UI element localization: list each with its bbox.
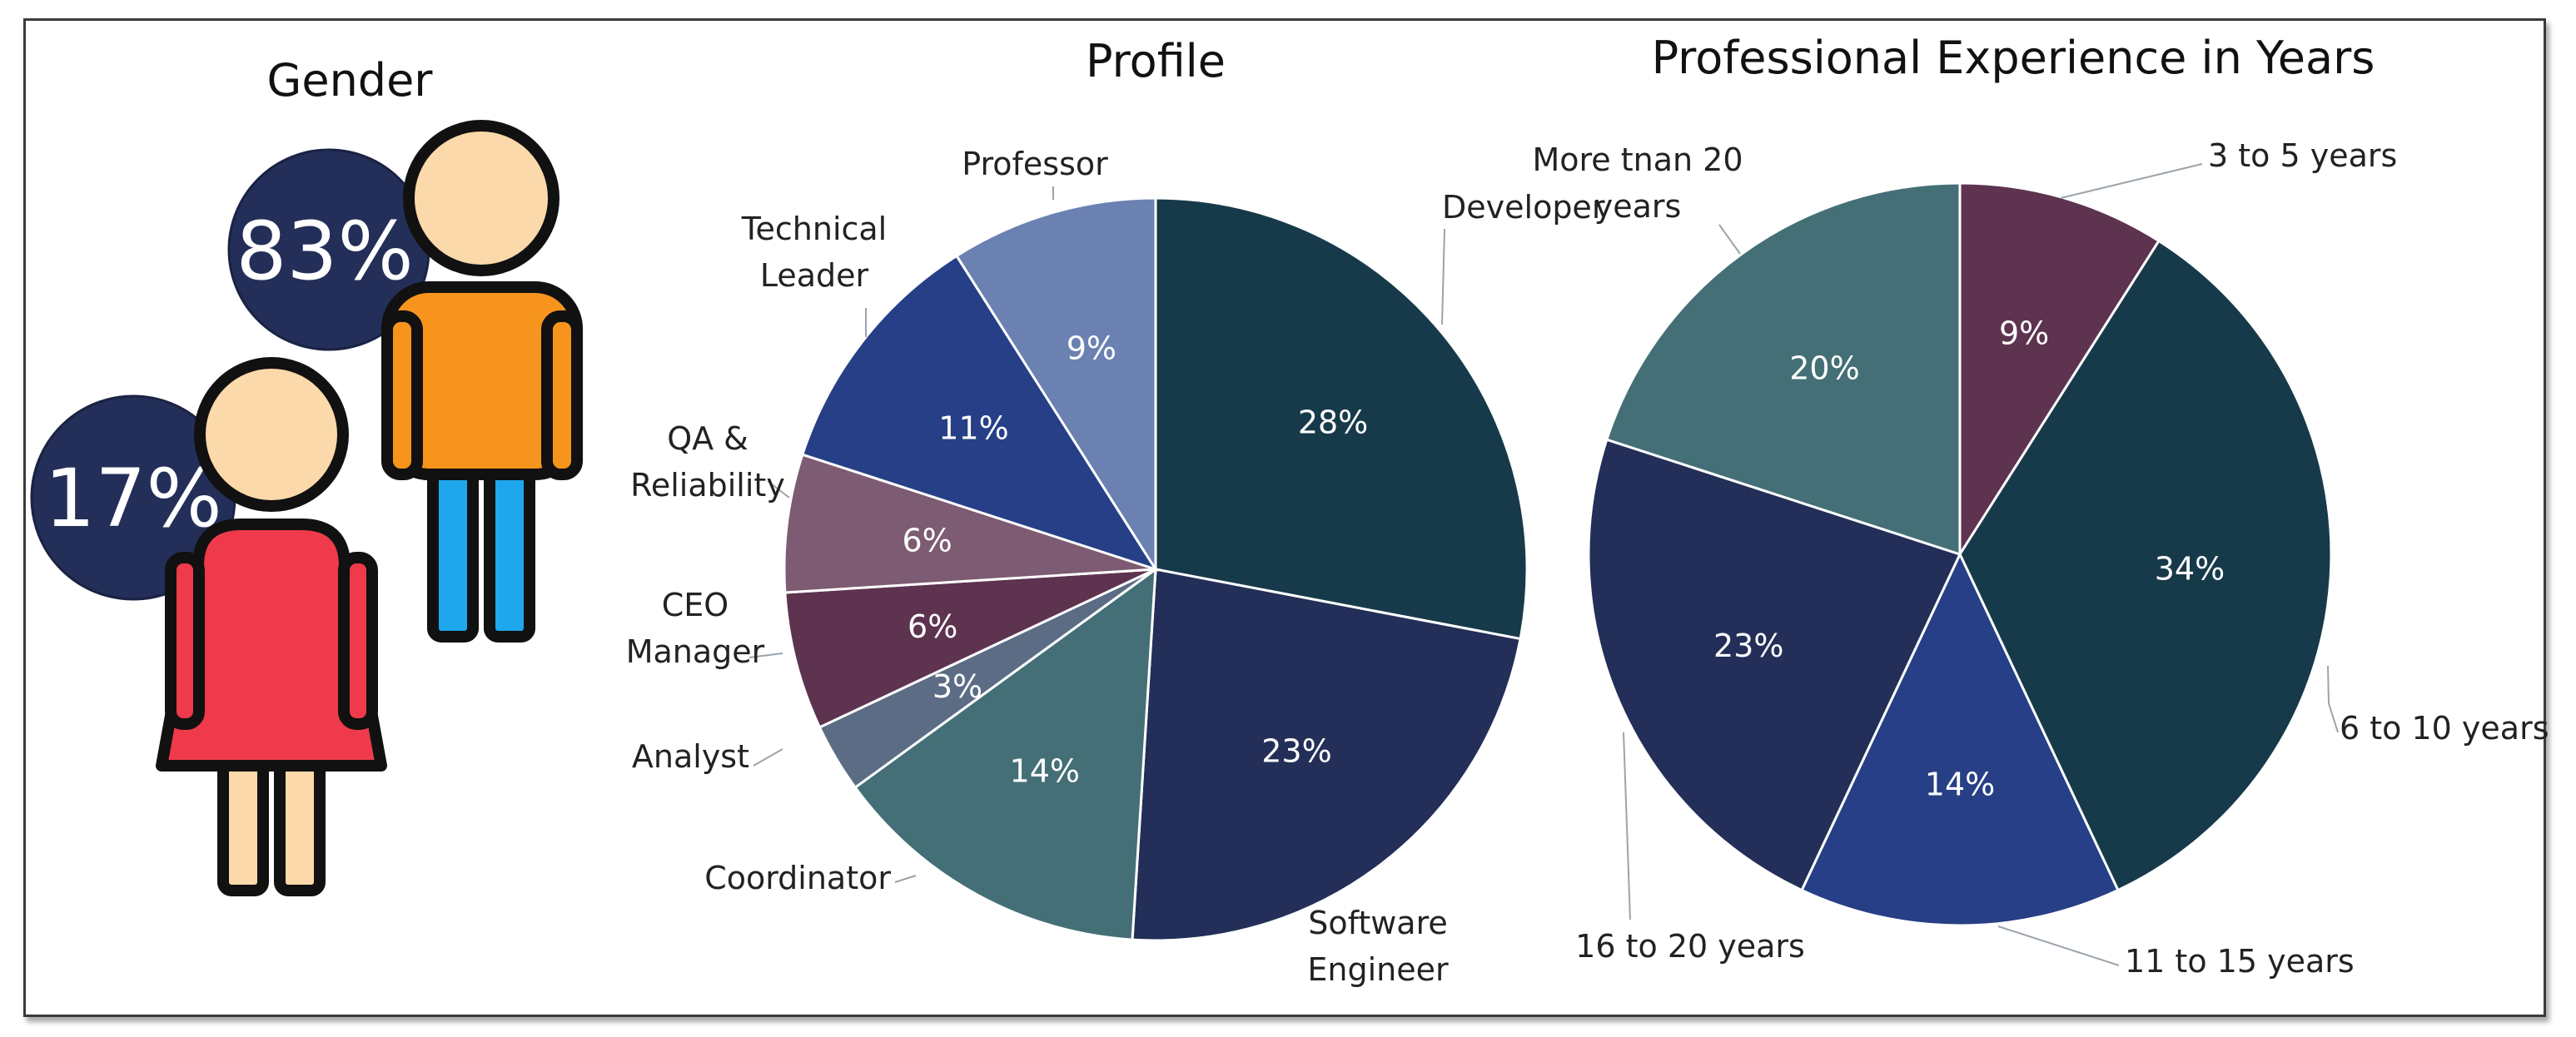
pie-slice-11-to-15-years bbox=[1800, 551, 2120, 927]
category-label: Analyst bbox=[632, 738, 749, 775]
category-label: CEO Manager bbox=[626, 587, 765, 670]
leader-line bbox=[767, 480, 790, 499]
gender-title: Gender bbox=[267, 54, 434, 107]
pie-value-label: 14% bbox=[1925, 767, 1995, 803]
leader-line bbox=[1997, 925, 2120, 966]
leader-line bbox=[753, 748, 783, 767]
experience-chart: Professional Experience in Years 9% 34% 14… bbox=[1532, 32, 2549, 980]
leader-line bbox=[1441, 228, 1445, 325]
pie-value-label: 23% bbox=[1261, 732, 1331, 769]
category-label: Software Engineer bbox=[1307, 905, 1449, 988]
leader-line bbox=[748, 652, 783, 658]
pie-value-label: 23% bbox=[1713, 628, 1783, 664]
category-label: QA & Reliability bbox=[630, 420, 785, 504]
profile-chart: Profile 28% 23% 14% 3% 6% 6% 11% 9% Developer Sof… bbox=[626, 35, 1605, 988]
pie-slice-16-to-20-years bbox=[1587, 438, 1962, 892]
pie-value-label: 9% bbox=[1067, 330, 1116, 366]
pie-value-label: 14% bbox=[1010, 752, 1080, 789]
pie-value-label: 6% bbox=[903, 522, 952, 558]
chart-title: Profile bbox=[1086, 35, 1226, 87]
chart-title: Professional Experience in Years bbox=[1652, 32, 2375, 84]
male-person-icon bbox=[381, 120, 583, 643]
category-label: Coordinator bbox=[704, 860, 891, 896]
pie-slice-more-tnan-20-years bbox=[1604, 181, 1962, 557]
leader-line bbox=[894, 875, 917, 883]
pie-slice-qa-reliability bbox=[783, 453, 1156, 594]
pie-slice-developer bbox=[1154, 196, 1529, 641]
pie-value-label: 28% bbox=[1298, 404, 1368, 441]
female-percent: 17% bbox=[44, 452, 221, 545]
pie-value-label: 34% bbox=[2155, 550, 2225, 587]
pie-value-label: 3% bbox=[932, 668, 982, 705]
pie-value-label: 9% bbox=[1999, 315, 2049, 351]
pie-value-label: 20% bbox=[1789, 350, 1859, 386]
pie-slice-coordinator bbox=[853, 566, 1157, 941]
male-percent: 83% bbox=[236, 205, 413, 298]
pie-slice-professor bbox=[954, 196, 1157, 574]
pie-value-label: 6% bbox=[908, 608, 957, 645]
category-label: Developer bbox=[1442, 189, 1605, 226]
category-label: Professor bbox=[962, 146, 1108, 182]
leader-line bbox=[2060, 163, 2203, 199]
pie-slice-6-to-10-years bbox=[1958, 239, 2333, 892]
category-label: 16 to 20 years bbox=[1575, 928, 1805, 965]
leader-line bbox=[2327, 665, 2339, 733]
category-label: 11 to 15 years bbox=[2125, 943, 2355, 980]
pie-slice-software-engineer bbox=[1131, 568, 1522, 942]
female-person-icon bbox=[156, 357, 387, 896]
category-label: 6 to 10 years bbox=[2340, 710, 2549, 747]
leader-line bbox=[1718, 224, 1741, 255]
gender-panel: Gender 83% 17% bbox=[30, 54, 583, 896]
category-label: More tnan 20 years bbox=[1532, 141, 1743, 225]
pie-slice-ceo-manager bbox=[783, 568, 1156, 729]
leader-line bbox=[1623, 732, 1631, 920]
pie-value-label: 11% bbox=[938, 410, 1008, 447]
pie-slice-technical-leader bbox=[800, 254, 1159, 572]
category-label: 3 to 5 years bbox=[2208, 137, 2397, 174]
category-label: Technical Leader bbox=[741, 211, 888, 294]
